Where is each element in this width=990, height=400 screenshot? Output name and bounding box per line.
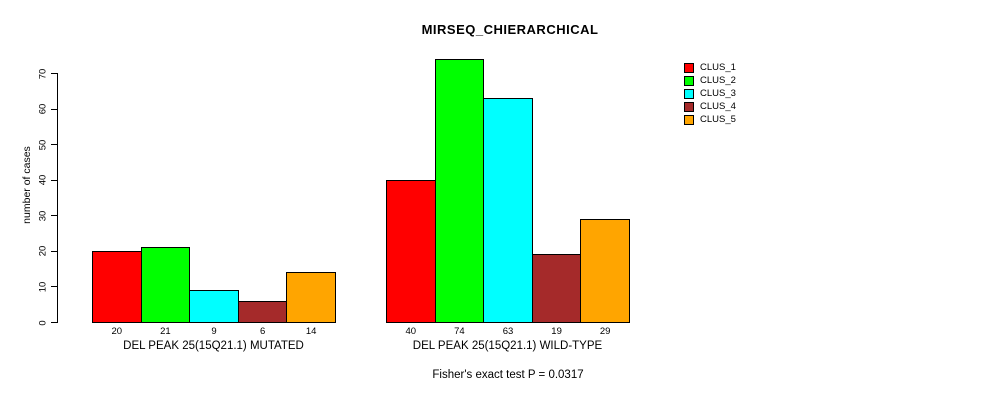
bar bbox=[286, 272, 336, 323]
y-tick bbox=[51, 215, 57, 217]
y-tick-label: 30 bbox=[37, 210, 49, 222]
y-tick bbox=[51, 108, 57, 110]
bar bbox=[434, 58, 485, 323]
y-axis-line bbox=[57, 73, 58, 323]
legend-label: CLUS_5 bbox=[700, 114, 736, 125]
legend-swatch bbox=[684, 88, 694, 99]
group-label: DEL PEAK 25(15Q21.1) MUTATED bbox=[123, 340, 304, 352]
bar-value-label: 6 bbox=[259, 326, 266, 337]
bar bbox=[189, 289, 239, 323]
chart-legend: CLUS_1 CLUS_2 CLUS_3 CLUS_4 CLUS_5 bbox=[684, 61, 736, 126]
y-tick bbox=[51, 73, 57, 74]
bar-value-label: 29 bbox=[599, 326, 611, 337]
legend-item: CLUS_4 bbox=[684, 100, 736, 113]
y-tick bbox=[51, 179, 57, 181]
y-tick bbox=[51, 286, 57, 288]
y-tick-label: 70 bbox=[37, 68, 49, 79]
legend-item: CLUS_3 bbox=[684, 87, 736, 100]
legend-item: CLUS_5 bbox=[684, 113, 736, 126]
legend-label: CLUS_3 bbox=[700, 88, 736, 99]
bar bbox=[386, 179, 436, 323]
group-label: DEL PEAK 25(15Q21.1) WILD-TYPE bbox=[412, 340, 603, 352]
y-tick bbox=[51, 322, 57, 323]
bar bbox=[580, 218, 630, 323]
bar bbox=[140, 247, 191, 323]
bar bbox=[92, 250, 142, 323]
bar bbox=[237, 300, 288, 323]
bar-value-label: 21 bbox=[160, 326, 171, 337]
y-tick-label: 0 bbox=[37, 319, 49, 326]
bar-value-label: 20 bbox=[111, 326, 123, 337]
bar-value-label: 19 bbox=[551, 326, 562, 337]
y-tick-label: 20 bbox=[37, 246, 49, 257]
legend-swatch bbox=[684, 101, 694, 112]
y-tick-label: 10 bbox=[37, 281, 49, 293]
legend-swatch bbox=[684, 62, 694, 73]
y-axis-title: number of cases bbox=[21, 146, 33, 224]
y-tick-label: 50 bbox=[37, 139, 49, 150]
bar bbox=[483, 97, 533, 323]
y-tick-label: 40 bbox=[37, 174, 49, 186]
bar bbox=[531, 254, 582, 323]
y-tick bbox=[51, 250, 57, 252]
bar-value-label: 63 bbox=[502, 326, 514, 337]
legend-swatch bbox=[684, 114, 694, 125]
bar-value-label: 40 bbox=[405, 326, 417, 337]
stats-annotation: Fisher's exact test P = 0.0317 bbox=[432, 369, 584, 381]
bar-value-label: 14 bbox=[305, 326, 317, 337]
y-tick-label: 60 bbox=[37, 103, 49, 115]
legend-label: CLUS_2 bbox=[700, 75, 736, 86]
bar-value-label: 9 bbox=[211, 326, 217, 337]
legend-label: CLUS_1 bbox=[700, 62, 736, 73]
legend-label: CLUS_4 bbox=[700, 101, 736, 112]
y-tick bbox=[51, 144, 57, 146]
chart-title: MIRSEQ_CHIERARCHICAL bbox=[421, 22, 599, 37]
legend-item: CLUS_2 bbox=[684, 74, 736, 87]
bar-value-label: 74 bbox=[454, 326, 465, 337]
legend-item: CLUS_1 bbox=[684, 61, 736, 74]
legend-swatch bbox=[684, 75, 694, 86]
